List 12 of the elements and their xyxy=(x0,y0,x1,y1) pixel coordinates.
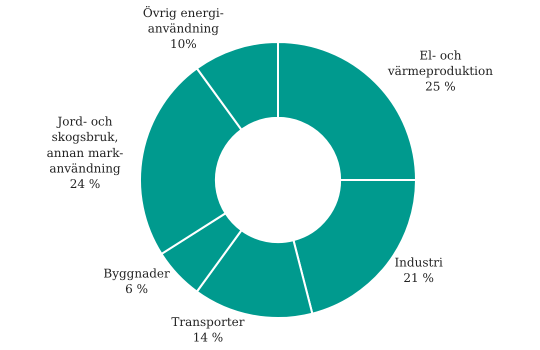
data-label: 25 % xyxy=(425,80,456,94)
data-label: 6 % xyxy=(125,282,148,296)
data-label: 21 % xyxy=(403,270,434,285)
slice-label: Byggnader xyxy=(103,266,170,281)
data-label: 10% xyxy=(170,36,197,51)
slice-label: Jord- och skogsbruk, annan mark- användning xyxy=(46,114,124,176)
data-label: 24 % xyxy=(70,177,100,191)
slice-label: El- och värmeproduktion xyxy=(386,48,494,78)
slice-label: Industri xyxy=(394,255,444,270)
data-label: 14 % xyxy=(192,330,224,345)
slice-label: Övrig energi- användning xyxy=(142,4,224,36)
slice-label: Transporter xyxy=(171,315,245,330)
